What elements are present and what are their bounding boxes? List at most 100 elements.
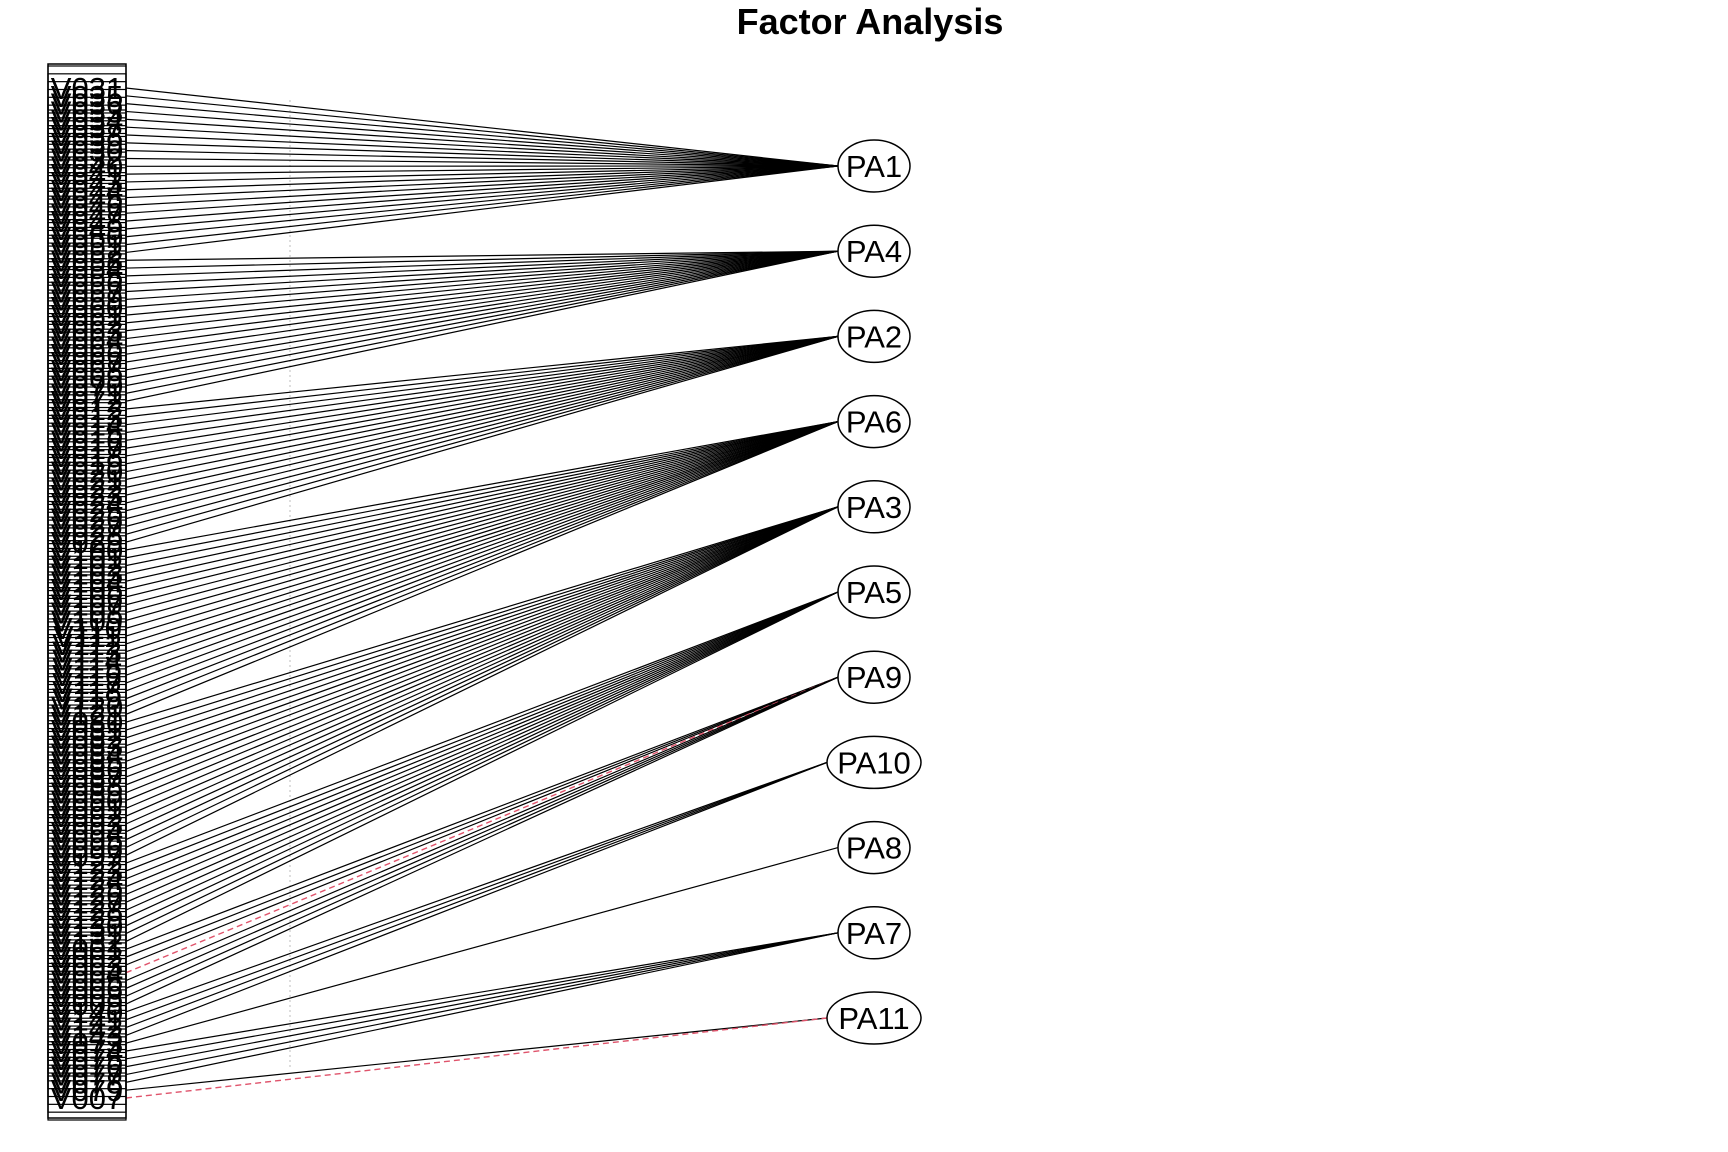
loading-path xyxy=(125,335,839,543)
variable-label: V051 xyxy=(51,228,123,263)
variable-label: V105 xyxy=(51,572,123,607)
loading-path xyxy=(125,421,839,606)
loading-path xyxy=(125,506,839,841)
loading-path xyxy=(125,506,839,778)
loading-path xyxy=(125,506,839,755)
variable-label: V068 xyxy=(51,353,123,388)
variable-label: V108 xyxy=(51,596,123,631)
loading-path xyxy=(125,165,839,230)
factor-label: PA2 xyxy=(846,319,902,354)
variable-label: V016 xyxy=(51,423,123,458)
loading-path xyxy=(125,506,839,770)
loading-path xyxy=(125,421,839,575)
variable-label: V056 xyxy=(51,267,123,302)
variable-label: V022 xyxy=(51,470,123,505)
loading-path xyxy=(125,335,839,410)
variable-label: V093 xyxy=(51,807,123,842)
variable-label: V059 xyxy=(51,282,123,317)
variable-label: V107 xyxy=(51,588,123,623)
loading-path xyxy=(125,421,839,598)
loading-path xyxy=(125,1017,828,1091)
variable-label: V124 xyxy=(51,862,123,897)
loading-path xyxy=(125,506,839,809)
loading-path xyxy=(125,421,839,621)
factor-node-pa6 xyxy=(837,394,911,449)
negative-loading-path xyxy=(125,676,839,974)
loading-path xyxy=(125,335,839,434)
variable-label: V021 xyxy=(51,462,123,497)
variable-label: V057 xyxy=(51,275,123,310)
variable-label: V064 xyxy=(51,322,123,357)
loading-path xyxy=(125,591,839,895)
loading-path xyxy=(125,932,839,1052)
chart-title: Factor Analysis xyxy=(736,1,1004,42)
loading-path xyxy=(125,165,839,183)
loading-path xyxy=(125,335,839,488)
variable-label: V063 xyxy=(51,314,123,349)
variable-label: V041 xyxy=(51,157,123,192)
loading-path xyxy=(125,421,839,708)
loading-path xyxy=(125,126,839,167)
loading-path xyxy=(125,250,839,300)
factor-node-pa7 xyxy=(837,906,911,960)
variable-label: V110 xyxy=(52,611,122,646)
variable-label: V083 xyxy=(51,729,123,764)
factor-node-pa11 xyxy=(826,991,922,1045)
variable-label: V061 xyxy=(51,298,123,333)
loading-path xyxy=(125,421,839,653)
variable-label: V077 xyxy=(51,1058,123,1093)
loading-path xyxy=(125,506,839,786)
variable-label: V106 xyxy=(51,580,123,615)
loading-path xyxy=(125,250,839,332)
loading-path xyxy=(125,506,839,849)
loading-path xyxy=(125,165,839,199)
variable-label: V032 xyxy=(51,141,123,176)
variable-label: V090 xyxy=(51,783,123,818)
variable-label: V080 xyxy=(51,705,123,740)
factor-label: PA10 xyxy=(837,745,911,780)
variable-label: V130 xyxy=(51,909,123,944)
variable-label: V065 xyxy=(51,329,123,364)
variable-label: V141 xyxy=(51,1003,123,1038)
loading-path xyxy=(125,165,839,214)
factor-node-pa9 xyxy=(837,650,911,704)
loading-path xyxy=(125,421,839,637)
loading-path xyxy=(125,250,839,347)
loading-path xyxy=(125,591,839,864)
factor-label: PA7 xyxy=(846,916,902,951)
loading-path xyxy=(125,591,839,872)
factor-label: PA4 xyxy=(846,234,902,269)
variable-label: V120 xyxy=(51,690,123,725)
loading-path xyxy=(125,250,839,269)
variable-label: V027 xyxy=(51,509,123,544)
variable-label: V046 xyxy=(51,188,123,223)
variable-label: V132 xyxy=(51,924,123,959)
loading-path xyxy=(125,676,839,966)
loading-path xyxy=(125,932,839,1076)
variable-label: V125 xyxy=(51,870,123,905)
variable-label: V006 xyxy=(51,971,123,1006)
factor-label: PA11 xyxy=(838,1001,909,1036)
variable-label: V050 xyxy=(51,220,123,255)
loading-path xyxy=(125,157,839,167)
factor-node-pa5 xyxy=(837,565,911,619)
loading-path xyxy=(125,103,839,167)
variable-label: V075 xyxy=(51,1042,123,1077)
variable-label: V126 xyxy=(51,877,123,912)
loading-path xyxy=(125,676,839,989)
loading-path xyxy=(125,591,839,880)
variable-label: V013 xyxy=(51,400,123,435)
variable-label: V082 xyxy=(51,721,123,756)
variable-label: V074 xyxy=(51,1034,123,1069)
factor-node-pa4 xyxy=(837,224,911,278)
variable-label: V062 xyxy=(51,306,123,341)
loading-path xyxy=(125,142,839,167)
loading-path xyxy=(125,932,839,1068)
loading-path xyxy=(125,250,839,293)
variable-label: V044 xyxy=(51,173,123,208)
variable-label: V004 xyxy=(51,956,123,991)
variable-label: V040 xyxy=(51,149,123,184)
variable-label: V078 xyxy=(51,1065,123,1100)
loading-path xyxy=(125,250,839,371)
variable-label: V054 xyxy=(51,251,123,286)
